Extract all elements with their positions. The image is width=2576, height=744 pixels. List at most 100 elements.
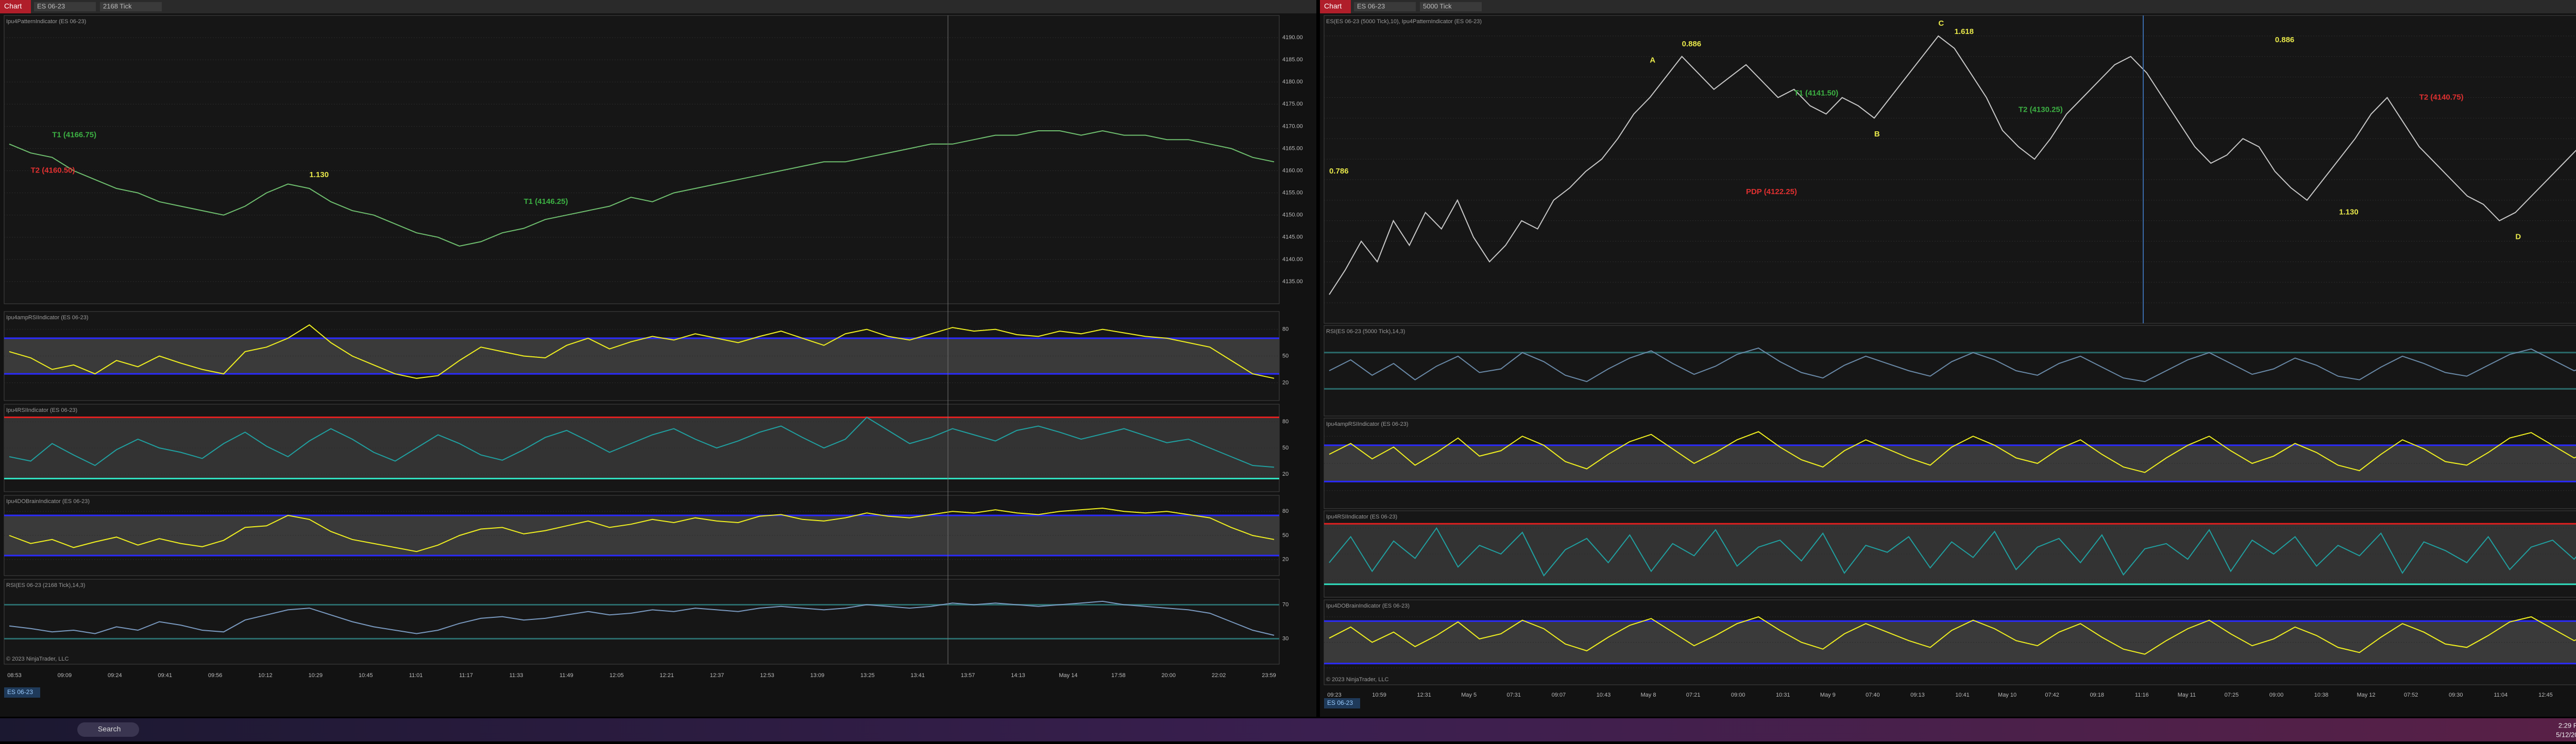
pattern-label: T2 (4160.50)	[31, 166, 75, 175]
y-tick-label: 30	[1282, 635, 1289, 642]
x-tick-label: 12:05	[609, 672, 624, 679]
pattern-label: 1.130	[310, 170, 329, 179]
pattern-label: T2 (4130.25)	[2019, 105, 2063, 114]
pattern-label: T2 (4140.75)	[2419, 93, 2464, 101]
x-tick-label: 20:00	[1161, 672, 1176, 679]
pattern-label: D	[2515, 233, 2521, 241]
series-line	[1329, 35, 2576, 295]
x-tick-label: May 5	[1461, 692, 1477, 698]
pattern-label: 0.786	[1329, 167, 1349, 176]
period[interactable]: 5000 Tick	[1423, 2, 1452, 10]
y-tick-label: 4135.00	[1282, 279, 1303, 285]
pattern-label: A	[1650, 56, 1655, 65]
x-tick-label: 09:30	[2449, 692, 2463, 698]
y-tick-label: 4175.00	[1282, 101, 1303, 107]
x-tick-label: 14:13	[1011, 672, 1025, 679]
panel-label: Ipu4ampRSIIndicator (ES 06-23)	[1326, 421, 1409, 427]
x-tick-label: 12:37	[710, 672, 724, 679]
taskbar	[0, 718, 2576, 741]
period-box[interactable]	[1420, 2, 1482, 11]
series-line	[9, 324, 1275, 379]
y-tick-label: 80	[1282, 508, 1289, 514]
instrument[interactable]: ES 06-23	[1357, 2, 1385, 10]
period-box[interactable]	[100, 2, 162, 11]
y-tick-label: 80	[1282, 419, 1289, 425]
x-tick-label: 12:31	[1417, 692, 1431, 698]
y-tick-label: 4185.00	[1282, 57, 1303, 63]
bottom-tab[interactable]	[4, 687, 40, 698]
x-tick-label: 12:21	[659, 672, 674, 679]
x-tick-label: 12:53	[760, 672, 774, 679]
x-tick-label: 12:45	[2538, 692, 2553, 698]
pattern-label: C	[1938, 19, 1944, 28]
instrument[interactable]: ES 06-23	[37, 2, 65, 10]
x-tick-label: 11:04	[2494, 692, 2507, 698]
chart-tab[interactable]	[1320, 0, 1351, 13]
y-tick-label: 4155.00	[1282, 190, 1303, 196]
instrument-box[interactable]	[34, 2, 96, 11]
x-tick-label: May 11	[2178, 692, 2196, 698]
series-line	[9, 417, 1275, 468]
period[interactable]: 2168 Tick	[103, 2, 132, 10]
y-tick-label: 50	[1282, 532, 1289, 539]
y-tick-label: 70	[1282, 601, 1289, 608]
x-tick-label: May 8	[1641, 692, 1656, 698]
bottom-tab-label[interactable]: ES 06-23	[7, 688, 33, 696]
pattern-label: T1 (4166.75)	[52, 131, 96, 140]
bottom-tab-label[interactable]: ES 06-23	[1327, 699, 1353, 706]
search-box[interactable]	[77, 722, 139, 737]
y-tick-label: 20	[1282, 471, 1289, 477]
x-tick-label: 10:38	[2314, 692, 2329, 698]
y-tick-label: 80	[1282, 326, 1289, 333]
series-line	[1329, 616, 2576, 655]
series-line	[1329, 347, 2576, 383]
x-tick-label: 09:23	[1327, 692, 1342, 698]
series-line	[9, 130, 1275, 247]
chart-tab-label[interactable]: Chart	[4, 2, 22, 10]
pattern-label: 1.130	[2339, 208, 2359, 217]
search-text[interactable]: Search	[98, 725, 121, 733]
x-tick-label: 07:52	[2404, 692, 2418, 698]
x-tick-label: 09:24	[108, 672, 122, 679]
panel	[4, 15, 1280, 304]
x-tick-label: 07:21	[1686, 692, 1701, 698]
panel-label: RSI(ES 06-23 (2168 Tick),14,3)	[6, 582, 85, 589]
x-tick-label: 09:41	[158, 672, 172, 679]
series-line	[9, 600, 1275, 636]
x-tick-label: 10:31	[1776, 692, 1790, 698]
y-tick-label: 4140.00	[1282, 256, 1303, 263]
panel-label: ES(ES 06-23 (5000 Tick),10), Ipu4Pattern…	[1326, 19, 1482, 25]
y-tick-label: 4170.00	[1282, 123, 1303, 129]
x-tick-label: 07:42	[2045, 692, 2059, 698]
x-tick-label: 10:45	[359, 672, 373, 679]
x-tick-label: 11:01	[409, 672, 423, 679]
pattern-label: T1 (4141.50)	[1794, 89, 1838, 97]
x-tick-label: 10:41	[1955, 692, 1970, 698]
x-tick-label: 13:57	[961, 672, 975, 679]
x-tick-label: 11:49	[560, 672, 573, 679]
chart-tab-label[interactable]: Chart	[1324, 2, 1342, 10]
panel-label: Ipu4DOBrainIndicator (ES 06-23)	[6, 498, 90, 505]
panel	[1324, 325, 2576, 417]
bottom-tab[interactable]	[1324, 698, 1360, 708]
clock-date: 5/12/2023	[2556, 731, 2576, 738]
title-bar	[0, 0, 1316, 13]
x-tick-label: 11:17	[459, 672, 473, 679]
panel-label: Ipu4RSIIndicator (ES 06-23)	[6, 407, 77, 413]
x-tick-label: May 9	[1820, 692, 1836, 698]
panel-label: Ipu4ampRSIIndicator (ES 06-23)	[6, 315, 89, 321]
y-tick-label: 4190.00	[1282, 34, 1303, 41]
pattern-label: T1 (4146.25)	[524, 197, 568, 206]
y-tick-label: 20	[1282, 379, 1289, 386]
x-tick-label: 08:53	[7, 672, 22, 679]
chart-tab[interactable]	[0, 0, 31, 13]
panel	[1324, 15, 2576, 324]
series-line	[1329, 431, 2576, 473]
x-tick-label: 10:43	[1597, 692, 1611, 698]
x-tick-label: 13:09	[810, 672, 825, 679]
x-tick-label: 11:33	[510, 672, 523, 679]
instrument-box[interactable]	[1354, 2, 1416, 11]
x-tick-label: 09:56	[208, 672, 223, 679]
series-line	[1329, 527, 2576, 577]
